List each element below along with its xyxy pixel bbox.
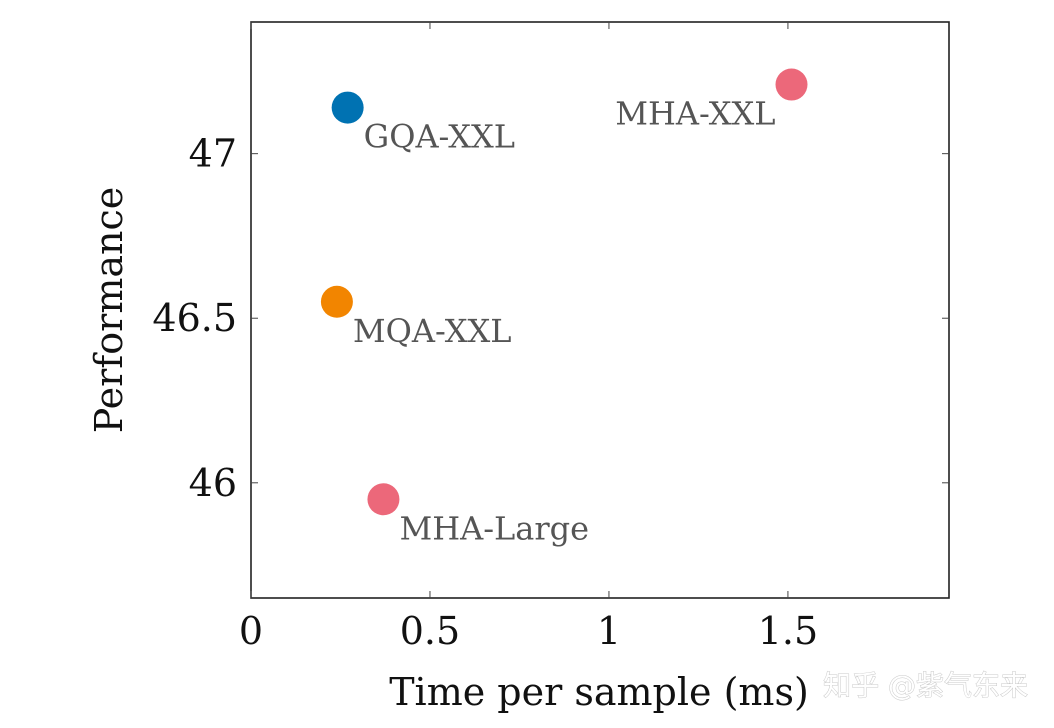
data-point (331, 91, 364, 124)
point-label: GQA-XXL (364, 118, 515, 156)
data-points: GQA-XXL MQA-XXL MHA-Large MHA-XXL (320, 68, 808, 547)
x-axis-ticks: 0 0.5 1 1.5 (239, 22, 818, 653)
data-point (367, 483, 400, 516)
watermark-text: 知乎 @紫气东来 (823, 669, 1028, 702)
y-tick-label: 46.5 (152, 296, 237, 340)
x-tick-label: 0.5 (400, 609, 460, 653)
x-tick-label: 0 (239, 609, 263, 653)
x-tick-label: 1 (597, 609, 621, 653)
y-axis-ticks: 46 46.5 47 (152, 132, 949, 505)
y-axis-title: Performance (87, 187, 131, 434)
data-point (320, 285, 353, 318)
point-label: MHA-Large (399, 509, 589, 547)
y-tick-label: 46 (189, 461, 237, 505)
plot-frame (250, 21, 950, 599)
data-point (775, 68, 808, 101)
x-tick-label: 1.5 (758, 609, 818, 653)
point-label: MQA-XXL (353, 312, 512, 350)
x-axis-title: Time per sample (ms) (389, 670, 809, 714)
y-tick-label: 47 (189, 132, 237, 176)
point-label: MHA-XXL (615, 95, 775, 133)
